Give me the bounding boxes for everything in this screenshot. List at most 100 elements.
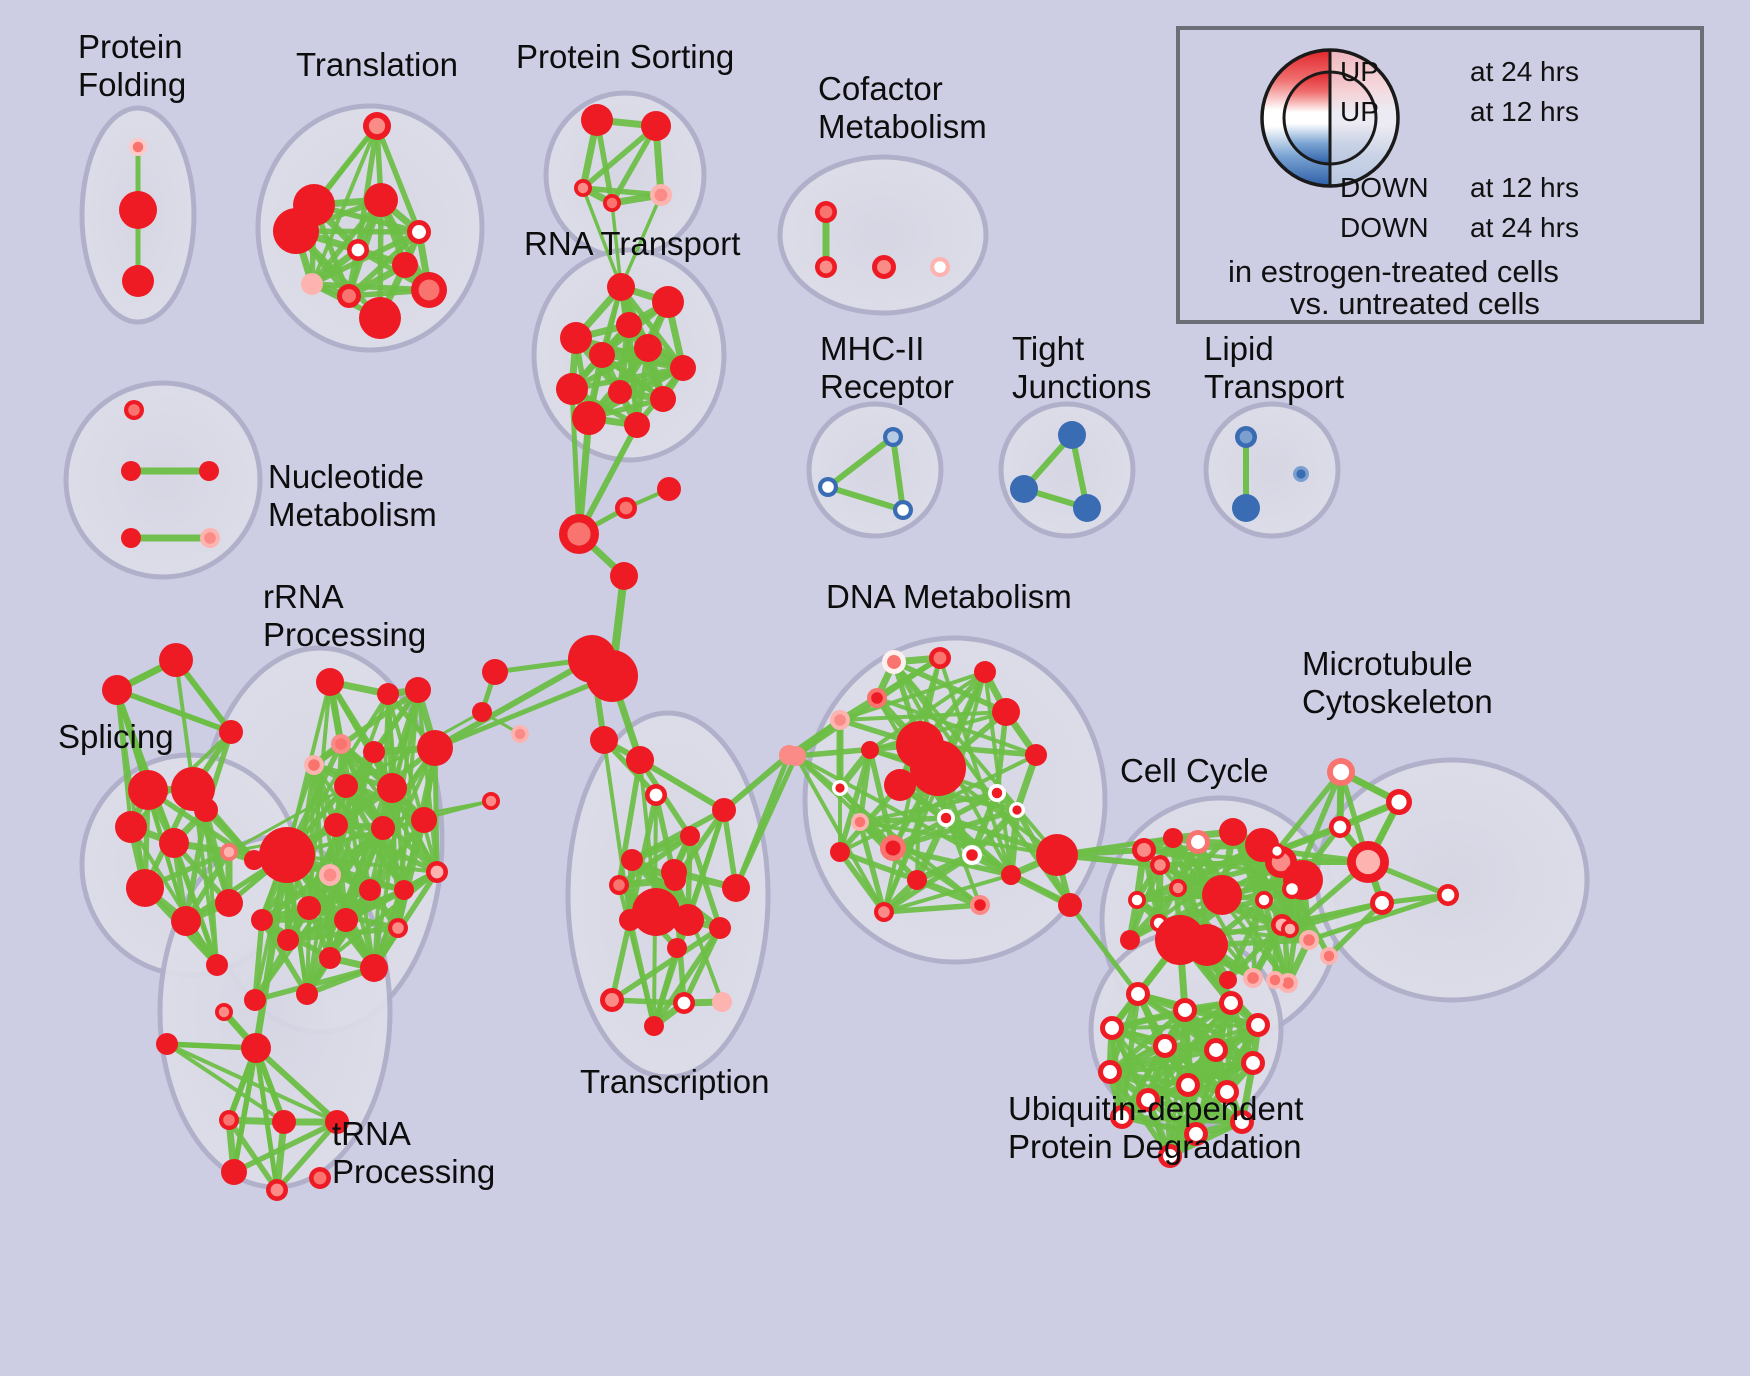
- cluster-ellipse-lipid-transport: [1203, 401, 1341, 539]
- network-node: [884, 769, 916, 801]
- cluster-label-ubiquitin: Ubiquitin-dependent Protein Degradation: [1008, 1090, 1304, 1165]
- cluster-label-rna-transport: RNA Transport: [524, 225, 741, 262]
- network-node: [670, 355, 696, 381]
- edge: [259, 917, 310, 997]
- network-node: [830, 710, 850, 730]
- network-node: [1036, 834, 1078, 876]
- legend-row-1-time: at 12 hrs: [1470, 96, 1579, 127]
- edge: [328, 870, 439, 960]
- edge: [253, 1045, 340, 1125]
- network-node: [1266, 971, 1284, 989]
- network-node: [560, 322, 592, 354]
- edge: [252, 917, 265, 1003]
- edge: [721, 752, 792, 813]
- network-node: [482, 659, 508, 685]
- network-node: [874, 902, 894, 922]
- network-node: [872, 255, 896, 279]
- legend-caption-line2: vs. untreated cells: [1290, 286, 1540, 321]
- network-node: [616, 312, 642, 338]
- edge: [610, 201, 623, 289]
- network-node: [219, 1110, 239, 1130]
- network-node: [1202, 875, 1242, 915]
- legend-row-0-time: at 24 hrs: [1470, 56, 1579, 87]
- network-node: [657, 477, 681, 501]
- network-node: [661, 859, 687, 885]
- network-node: [867, 688, 887, 708]
- edge: [259, 872, 333, 923]
- edge: [897, 782, 1020, 813]
- network-node: [272, 1110, 296, 1134]
- edge: [1175, 859, 1284, 891]
- edge: [1145, 1060, 1256, 1103]
- edge: [838, 710, 1008, 722]
- network-node: [589, 342, 615, 368]
- cluster-label-cofactor-metabolism: Cofactor Metabolism: [818, 70, 987, 145]
- network-node: [621, 849, 643, 871]
- edge: [1107, 1069, 1191, 1088]
- network-node: [334, 774, 358, 798]
- network-node: [119, 191, 157, 229]
- network-node: [394, 880, 414, 900]
- cluster-label-dna-metabolism: DNA Metabolism: [826, 578, 1072, 615]
- network-node: [1073, 494, 1101, 522]
- cluster-label-microtubule: Microtubule Cytoskeleton: [1302, 645, 1493, 720]
- edge: [1273, 823, 1344, 855]
- network-node: [360, 954, 388, 982]
- network-node: [426, 861, 448, 883]
- network-node: [930, 257, 950, 277]
- edge: [576, 422, 640, 537]
- network-node: [1386, 789, 1412, 815]
- network-node: [1235, 426, 1257, 448]
- network-node: [405, 677, 431, 703]
- network-node: [1110, 1105, 1134, 1129]
- network-node: [929, 647, 951, 669]
- network-node: [1219, 818, 1247, 846]
- edge: [1119, 1114, 1245, 1125]
- network-node: [364, 183, 398, 217]
- network-node: [882, 650, 906, 674]
- network-node: [1299, 930, 1319, 950]
- network-node: [194, 798, 218, 822]
- network-node: [359, 297, 401, 339]
- edge: [857, 819, 887, 915]
- cluster-label-splicing: Splicing: [58, 718, 174, 755]
- network-node: [1230, 1110, 1254, 1134]
- edge: [651, 925, 723, 1029]
- cluster-label-translation: Translation: [296, 46, 459, 83]
- network-node: [1025, 744, 1047, 766]
- network-node: [1243, 968, 1263, 988]
- cluster-label-protein-sorting: Protein Sorting: [516, 38, 735, 75]
- cluster-label-cell-cycle: Cell Cycle: [1120, 752, 1269, 789]
- edge: [825, 434, 896, 490]
- network-node: [121, 528, 141, 548]
- network-node: [893, 500, 913, 520]
- network-node: [1232, 494, 1260, 522]
- network-node: [277, 929, 299, 951]
- network-node: [102, 675, 132, 705]
- network-node: [641, 111, 671, 141]
- edge: [913, 814, 950, 884]
- network-node: [556, 373, 588, 405]
- network-node: [1126, 982, 1150, 1006]
- network-node: [709, 917, 731, 939]
- network-node: [880, 835, 906, 861]
- legend-row-1-direction: UP: [1340, 96, 1379, 127]
- network-node: [830, 842, 850, 862]
- edge: [890, 434, 906, 513]
- edge: [226, 1117, 280, 1193]
- network-node: [1281, 920, 1299, 938]
- network-node: [1246, 1013, 1270, 1037]
- network-node: [388, 918, 408, 938]
- network-node: [316, 668, 344, 696]
- edge: [231, 1119, 340, 1175]
- network-node: [200, 528, 220, 548]
- network-node: [392, 252, 418, 278]
- network-node: [115, 811, 147, 843]
- network-node: [815, 201, 837, 223]
- edge: [114, 687, 234, 735]
- network-node: [861, 741, 879, 759]
- network-node: [199, 461, 219, 481]
- network-node: [159, 643, 193, 677]
- network-node: [241, 1033, 271, 1063]
- edge: [231, 1045, 259, 1175]
